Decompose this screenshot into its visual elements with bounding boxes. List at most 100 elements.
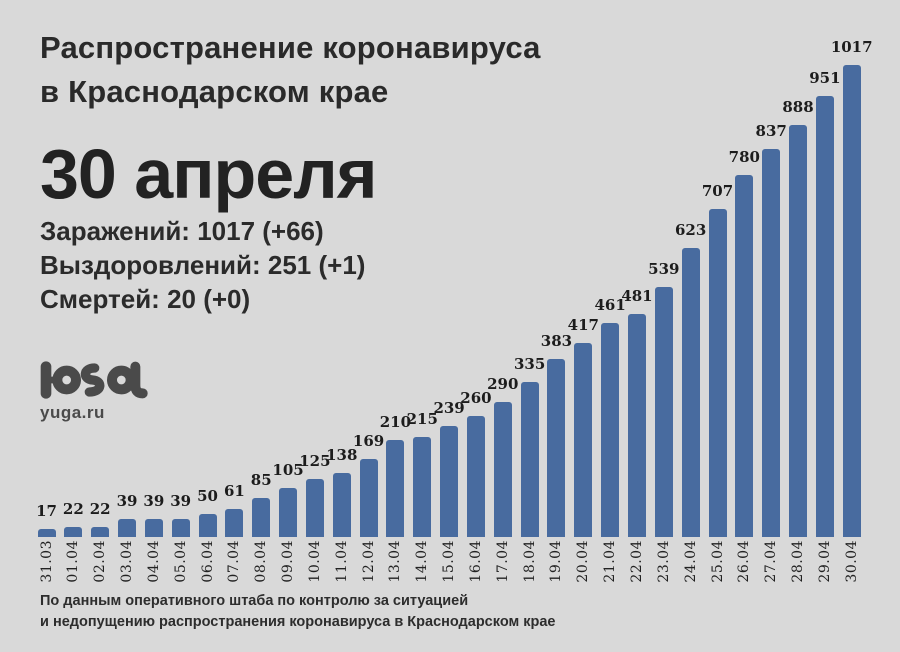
bar-date-label: 26.04 [736, 540, 753, 583]
bar [842, 65, 861, 537]
stat-deaths: Смертей: 20 (+0) [40, 284, 251, 314]
bar-value-label: 290 [487, 375, 519, 393]
bar-date-label: 21.04 [602, 540, 619, 583]
bar-date-label: 28.04 [790, 540, 807, 583]
title-line-2: в Краснодарском крае [40, 74, 389, 109]
bar-date-label: 14.04 [414, 540, 431, 583]
bar [574, 343, 593, 537]
bar [359, 459, 378, 537]
bar-date-label: 06.04 [199, 540, 216, 583]
bar [466, 416, 485, 537]
bar [789, 125, 808, 537]
bar-date-label: 19.04 [548, 540, 565, 583]
bar-value-label: 539 [648, 260, 680, 278]
bar-date-label: 30.04 [843, 540, 860, 583]
bar [37, 529, 56, 537]
bar-value-label: 39 [170, 492, 192, 510]
bar [681, 248, 700, 537]
yuga-logo-icon [40, 360, 148, 400]
stats-block: Заражений: 1017 (+66) Выздоровлений: 251… [40, 214, 365, 316]
bar-date-label: 23.04 [655, 540, 672, 583]
bar-value-label: 417 [567, 316, 599, 334]
bar-date-label: 07.04 [226, 540, 243, 583]
bar-date-label: 11.04 [333, 540, 350, 583]
bar-date-label: 22.04 [628, 540, 645, 583]
bar-value-label: 383 [540, 332, 573, 350]
bar [413, 437, 432, 537]
bar-date-label: 05.04 [172, 540, 189, 583]
source-line-2: и недопущению распространения коронавиру… [40, 614, 556, 630]
page-title: Распространение коронавируса в Краснодар… [40, 26, 541, 114]
bar-value-label: 22 [62, 500, 84, 518]
yuga-site-label: yuga.ru [40, 403, 105, 422]
bar-date-label: 31.03 [38, 540, 55, 583]
date-heading: 30 апреля [40, 135, 378, 213]
bar-date-label: 02.04 [92, 540, 109, 583]
bar [91, 527, 110, 537]
bar-value-label: 125 [299, 452, 331, 470]
title-line-1: Распространение коронавируса [40, 30, 541, 65]
bar-value-label: 22 [89, 500, 111, 518]
bar-value-label: 623 [675, 221, 707, 239]
bar-date-label: 24.04 [682, 540, 699, 583]
bar-date-label: 16.04 [467, 540, 484, 583]
bar [279, 488, 298, 537]
bar [735, 175, 754, 537]
bar-date-label: 29.04 [816, 540, 833, 583]
bar [520, 382, 539, 537]
bar [305, 479, 324, 537]
stat-infections: Заражений: 1017 (+66) [40, 216, 324, 246]
bar [627, 314, 646, 537]
bar [547, 359, 566, 537]
bar-value-label: 888 [782, 98, 814, 116]
bar-value-label: 260 [460, 389, 492, 407]
yuga-logo: yuga.ru [40, 360, 148, 423]
bar-date-label: 12.04 [360, 540, 377, 583]
bar-date-label: 04.04 [145, 540, 162, 583]
source-line-1: По данным оперативного штаба по контролю… [40, 593, 469, 609]
source-attribution: По данным оперативного штаба по контролю… [40, 591, 555, 633]
bar [708, 209, 727, 537]
bar [332, 473, 351, 537]
bar-value-label: 335 [513, 355, 546, 373]
bar-value-label: 138 [326, 446, 358, 464]
bar-value-label: 105 [272, 461, 304, 479]
bar [440, 426, 459, 537]
bar-date-label: 01.04 [65, 540, 82, 583]
bar [171, 519, 190, 537]
bar [198, 514, 217, 537]
bar-value-label: 215 [406, 410, 438, 428]
bar-date-label: 10.04 [306, 540, 323, 583]
bar [118, 519, 137, 537]
bar-date-label: 17.04 [494, 540, 511, 583]
bar [654, 287, 673, 537]
bar [386, 440, 405, 537]
bar-value-label: 39 [143, 492, 165, 510]
bar-value-label: 85 [250, 471, 272, 489]
bar [493, 402, 512, 537]
bar-date-label: 20.04 [575, 540, 592, 583]
bar-date-label: 08.04 [253, 540, 270, 583]
bar-value-label: 707 [701, 182, 734, 200]
bar-value-label: 780 [728, 148, 760, 166]
bar-date-label: 27.04 [763, 540, 780, 583]
bar-value-label: 210 [379, 413, 412, 431]
bar [64, 527, 83, 537]
bar-value-label: 837 [755, 122, 787, 140]
stat-recoveries: Выздоровлений: 251 (+1) [40, 250, 366, 280]
bar [144, 519, 163, 537]
bar [225, 509, 244, 537]
bar-value-label: 951 [809, 69, 841, 87]
bar-value-label: 239 [433, 399, 465, 417]
bar-date-label: 03.04 [119, 540, 136, 583]
bar-value-label: 61 [223, 482, 245, 500]
bar-date-label: 18.04 [521, 540, 538, 583]
bar-value-label: 481 [621, 287, 653, 305]
bar-date-label: 09.04 [280, 540, 297, 583]
bar-value-label: 17 [36, 502, 57, 520]
bar-value-label: 50 [197, 487, 218, 505]
bar-value-label: 169 [352, 432, 385, 450]
bar [762, 149, 781, 537]
